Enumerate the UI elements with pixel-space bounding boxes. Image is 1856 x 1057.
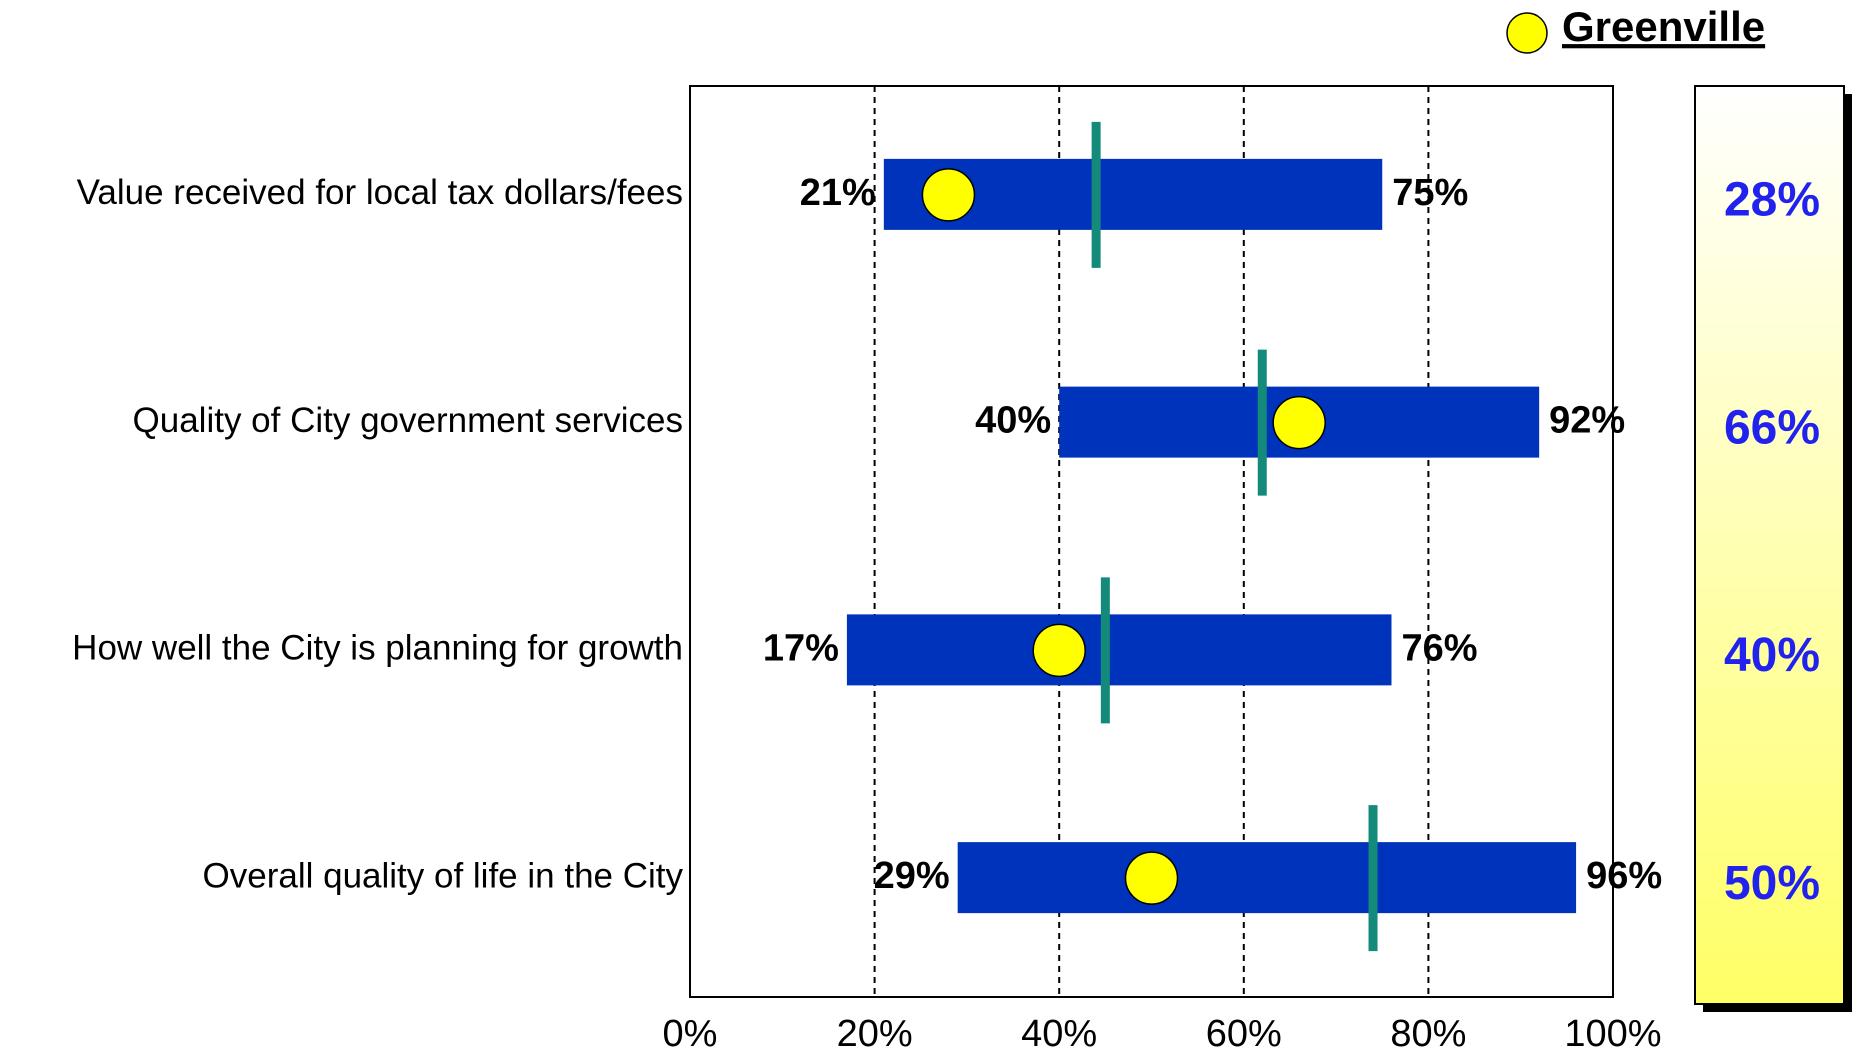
greenville-dot — [1272, 395, 1326, 450]
low-label: 40% — [975, 400, 1051, 442]
low-label: 21% — [800, 172, 876, 214]
legend-label: Greenville — [1562, 3, 1765, 50]
high-label: 96% — [1586, 855, 1662, 897]
category-label: Overall quality of life in the City — [203, 856, 684, 895]
average-marker — [1257, 349, 1267, 496]
average-marker — [1091, 121, 1101, 268]
x-tick-label: 20% — [837, 1013, 913, 1055]
x-tick-label: 40% — [1021, 1013, 1097, 1055]
high-label: 75% — [1392, 172, 1468, 214]
x-tick-label: 80% — [1390, 1013, 1466, 1055]
average-marker — [1368, 805, 1378, 952]
x-tick-label: 100% — [1564, 1013, 1661, 1055]
panel-value: 66% — [1724, 401, 1820, 454]
category-label: Quality of City government services — [133, 401, 683, 440]
value-panel — [1694, 85, 1845, 1005]
category-label: Value received for local tax dollars/fee… — [77, 173, 683, 212]
range-bar — [846, 614, 1392, 686]
low-label: 29% — [874, 855, 950, 897]
panel-value: 28% — [1724, 174, 1820, 227]
range-bar — [957, 842, 1577, 914]
high-label: 92% — [1549, 400, 1625, 442]
x-tick-label: 60% — [1206, 1013, 1282, 1055]
category-label: How well the City is planning for growth — [72, 629, 683, 668]
x-tick-label: 0% — [663, 1013, 718, 1055]
high-label: 76% — [1401, 627, 1477, 669]
panel-value: 50% — [1724, 857, 1820, 910]
legend-swatch — [1506, 12, 1548, 54]
average-marker — [1100, 577, 1110, 724]
panel-value: 40% — [1724, 629, 1820, 682]
greenville-dot — [921, 168, 976, 222]
greenville-dot — [1124, 851, 1179, 905]
low-label: 17% — [763, 627, 839, 669]
greenville-dot — [1032, 623, 1086, 678]
